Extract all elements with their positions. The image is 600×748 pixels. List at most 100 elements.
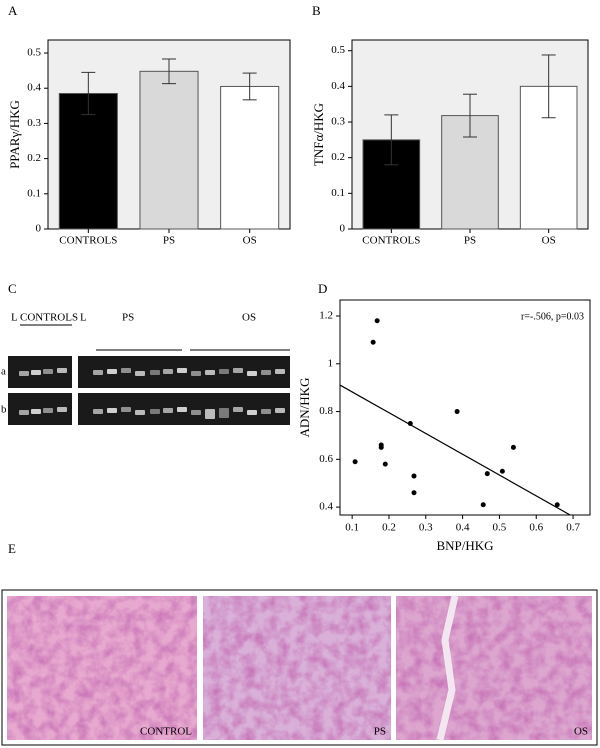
gel-band: [219, 408, 229, 418]
gel-band: [43, 408, 53, 413]
gel-band: [93, 370, 103, 375]
y-tick-label: 0.8: [319, 405, 333, 417]
panel-label: A: [8, 3, 18, 18]
y-tick-label: 0: [36, 223, 42, 235]
gel-band: [19, 371, 29, 376]
gel-band: [121, 368, 131, 373]
x-tick-label: PS: [464, 235, 476, 247]
point: [484, 471, 490, 477]
gel-band: [247, 371, 257, 376]
point: [378, 444, 384, 450]
panel-label: C: [8, 281, 17, 296]
micrograph-label: CONTROL: [140, 726, 192, 738]
gel-band: [150, 409, 160, 414]
micrograph-label: PS: [374, 726, 386, 738]
gel-band: [261, 370, 271, 375]
gel-band: [163, 408, 173, 413]
y-tick-label: 0.4: [331, 80, 345, 92]
gel-band: [177, 407, 187, 412]
gel-band: [57, 407, 67, 412]
bar: [220, 85, 280, 230]
gel-band: [191, 410, 201, 415]
gel-band: [31, 409, 41, 414]
y-tick-label: 0.4: [319, 501, 333, 513]
point: [411, 473, 417, 479]
gel-band: [121, 407, 131, 412]
micrograph: PS: [203, 596, 391, 740]
gel-band: [163, 369, 173, 374]
point: [411, 490, 417, 496]
gel: L CONTROLS L PS OS a b: [1, 312, 290, 425]
panel-label: E: [8, 541, 16, 556]
y-axis-label: TNFα/HKG: [311, 103, 326, 166]
gel-band: [43, 369, 53, 374]
x-axis-label: BNP/HKG: [436, 538, 493, 553]
gel-label: L: [80, 312, 87, 324]
x-tick-label: 0.3: [419, 522, 433, 534]
gel-band: [31, 370, 41, 375]
y-tick-label: 0.2: [331, 151, 345, 163]
point: [499, 468, 505, 474]
point: [454, 409, 460, 415]
gel-band: [233, 368, 243, 373]
gel-label: CONTROLS: [20, 312, 78, 324]
point: [370, 339, 376, 345]
y-axis-label: ADN/HKG: [297, 378, 312, 438]
gel-image: [8, 356, 290, 425]
gel-band: [19, 410, 29, 415]
plot-area: [339, 299, 591, 516]
histology-frame: [1, 589, 598, 746]
y-tick-label: 1: [328, 357, 334, 369]
y-tick-label: 0.5: [331, 44, 345, 56]
gel-label: a: [1, 366, 6, 378]
panel-label: B: [312, 3, 321, 18]
fit-line: [339, 384, 571, 516]
x-tick-label: 0.2: [382, 522, 396, 534]
gel-band: [219, 369, 229, 374]
micrograph: OS: [396, 595, 592, 741]
gel-band: [275, 369, 285, 374]
gel-band: [107, 408, 117, 413]
x-tick-label: 0.4: [456, 522, 470, 534]
gel-band: [191, 371, 201, 376]
point: [407, 421, 413, 427]
bar: [58, 92, 118, 230]
gel-band: [57, 368, 67, 373]
point: [480, 502, 486, 508]
gel-band: [247, 410, 257, 415]
y-tick-label: 0.1: [331, 187, 345, 199]
y-tick-label: 0.6: [319, 453, 333, 465]
x-tick-label: 0.5: [493, 522, 507, 534]
gel-label: L: [11, 312, 18, 324]
x-tick-label: 0.6: [529, 522, 543, 534]
y-tick-label: 0.3: [331, 116, 345, 128]
micrograph-label: OS: [574, 726, 588, 738]
x-tick-label: OS: [542, 235, 556, 247]
gel-band: [233, 407, 243, 412]
gel-band: [275, 408, 285, 413]
y-tick-label: 0.5: [27, 47, 41, 59]
point: [554, 502, 560, 508]
x-tick-label: 0.1: [345, 522, 359, 534]
bar: [139, 70, 199, 230]
gel-band: [205, 409, 215, 419]
x-tick-label: 0.7: [566, 522, 580, 534]
gel-band: [150, 370, 160, 375]
gel-band: [261, 409, 271, 414]
y-tick-label: 0.2: [27, 152, 41, 164]
x-tick-label: CONTROLS: [362, 235, 420, 247]
gel-band: [93, 409, 103, 414]
y-tick-label: 1.2: [319, 310, 333, 322]
x-tick-label: OS: [243, 235, 257, 247]
micrograph: CONTROL: [7, 596, 197, 740]
gel-label: PS: [122, 312, 134, 324]
gel-band: [205, 370, 215, 375]
gel-band: [135, 371, 145, 376]
point: [352, 459, 358, 465]
y-tick-label: 0.1: [27, 187, 41, 199]
point: [382, 461, 388, 467]
gel-band: [135, 410, 145, 415]
annotation: r=-.506, p=0.03: [521, 311, 584, 322]
x-tick-label: CONTROLS: [59, 235, 117, 247]
